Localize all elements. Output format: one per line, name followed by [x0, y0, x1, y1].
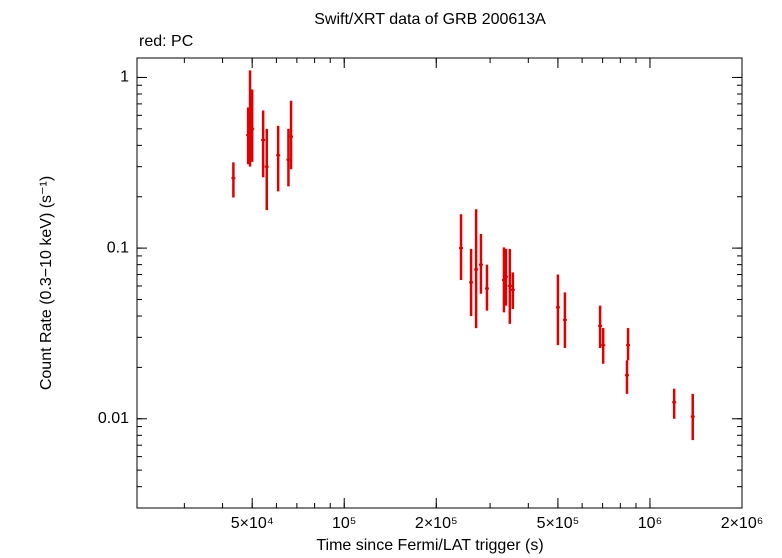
data-point [250, 89, 255, 162]
data-point [289, 100, 294, 170]
y-tick-label: 0.01 [98, 410, 129, 427]
x-tick-label: 2×10⁵ [415, 515, 458, 532]
data-point [555, 274, 560, 346]
data-point [672, 388, 677, 419]
x-tick-label: 10⁶ [638, 515, 662, 532]
data-point [503, 248, 508, 306]
data-point [507, 248, 512, 324]
data-point [469, 248, 474, 317]
plot-frame [136, 57, 743, 509]
data-point [276, 125, 281, 192]
x-tick-label: 5×10⁴ [231, 515, 274, 532]
data-point [601, 328, 606, 364]
data-point [624, 360, 629, 394]
y-axis-label: Count Rate (0.3−10 keV) (s⁻¹) [38, 176, 55, 390]
data-point [478, 233, 483, 294]
y-tick-label: 0.1 [107, 239, 129, 256]
data-point [690, 393, 695, 441]
x-tick-label: 2×10⁶ [721, 515, 764, 532]
chart-title: Swift/XRT data of GRB 200613A [314, 11, 546, 28]
data-point [474, 209, 479, 329]
data-point [459, 214, 464, 281]
data-point [264, 128, 269, 211]
data-point [231, 162, 236, 198]
x-tick-label: 10⁵ [332, 515, 356, 532]
y-tick-label: 1 [120, 69, 129, 86]
annotation: red: PC [139, 33, 193, 50]
data-point [626, 328, 631, 361]
data-point [510, 272, 515, 309]
data-point [598, 305, 603, 348]
data-point [484, 264, 489, 311]
data-point [286, 128, 291, 187]
data-point [562, 292, 567, 348]
axes [137, 58, 743, 509]
x-tick-label: 5×10⁵ [537, 515, 580, 532]
x-axis-label: Time since Fermi/LAT trigger (s) [316, 537, 543, 554]
data-point [261, 110, 266, 178]
